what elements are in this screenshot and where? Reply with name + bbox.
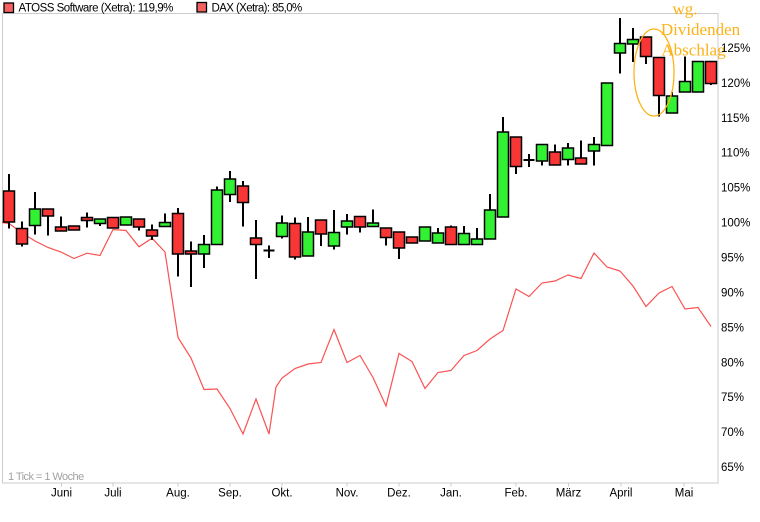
svg-text:Juli: Juli [104, 488, 121, 500]
svg-text:DAX (Xetra): 85,0%: DAX (Xetra): 85,0% [212, 3, 303, 15]
svg-text:Sep.: Sep. [218, 488, 242, 500]
svg-text:110%: 110% [721, 148, 750, 160]
svg-text:Aug.: Aug. [166, 488, 190, 500]
svg-text:März: März [556, 488, 582, 500]
svg-text:ATOSS Software (Xetra): 119,9%: ATOSS Software (Xetra): 119,9% [19, 3, 174, 15]
svg-text:120%: 120% [721, 78, 750, 90]
svg-text:115%: 115% [721, 113, 750, 125]
svg-text:Dez.: Dez. [387, 488, 411, 500]
svg-text:75%: 75% [721, 392, 744, 404]
svg-text:Okt.: Okt. [271, 488, 292, 500]
svg-text:Dividenden: Dividenden [661, 20, 741, 39]
svg-text:100%: 100% [721, 218, 750, 230]
svg-text:Jan.: Jan. [440, 488, 462, 500]
svg-text:Abschlag: Abschlag [661, 41, 726, 60]
svg-text:70%: 70% [721, 427, 744, 439]
svg-text:80%: 80% [721, 357, 744, 369]
svg-text:Mai: Mai [675, 488, 694, 500]
svg-text:105%: 105% [721, 183, 750, 195]
svg-text:85%: 85% [721, 322, 744, 334]
svg-text:Feb.: Feb. [504, 488, 527, 500]
svg-text:wg.: wg. [672, 0, 697, 19]
svg-text:Nov.: Nov. [336, 488, 359, 500]
svg-text:90%: 90% [721, 287, 744, 299]
svg-text:95%: 95% [721, 253, 744, 265]
svg-text:125%: 125% [721, 43, 750, 55]
svg-text:April: April [609, 488, 632, 500]
svg-text:Juni: Juni [51, 488, 72, 500]
svg-text:65%: 65% [721, 462, 744, 474]
svg-text:1 Tick = 1 Woche: 1 Tick = 1 Woche [8, 471, 84, 483]
